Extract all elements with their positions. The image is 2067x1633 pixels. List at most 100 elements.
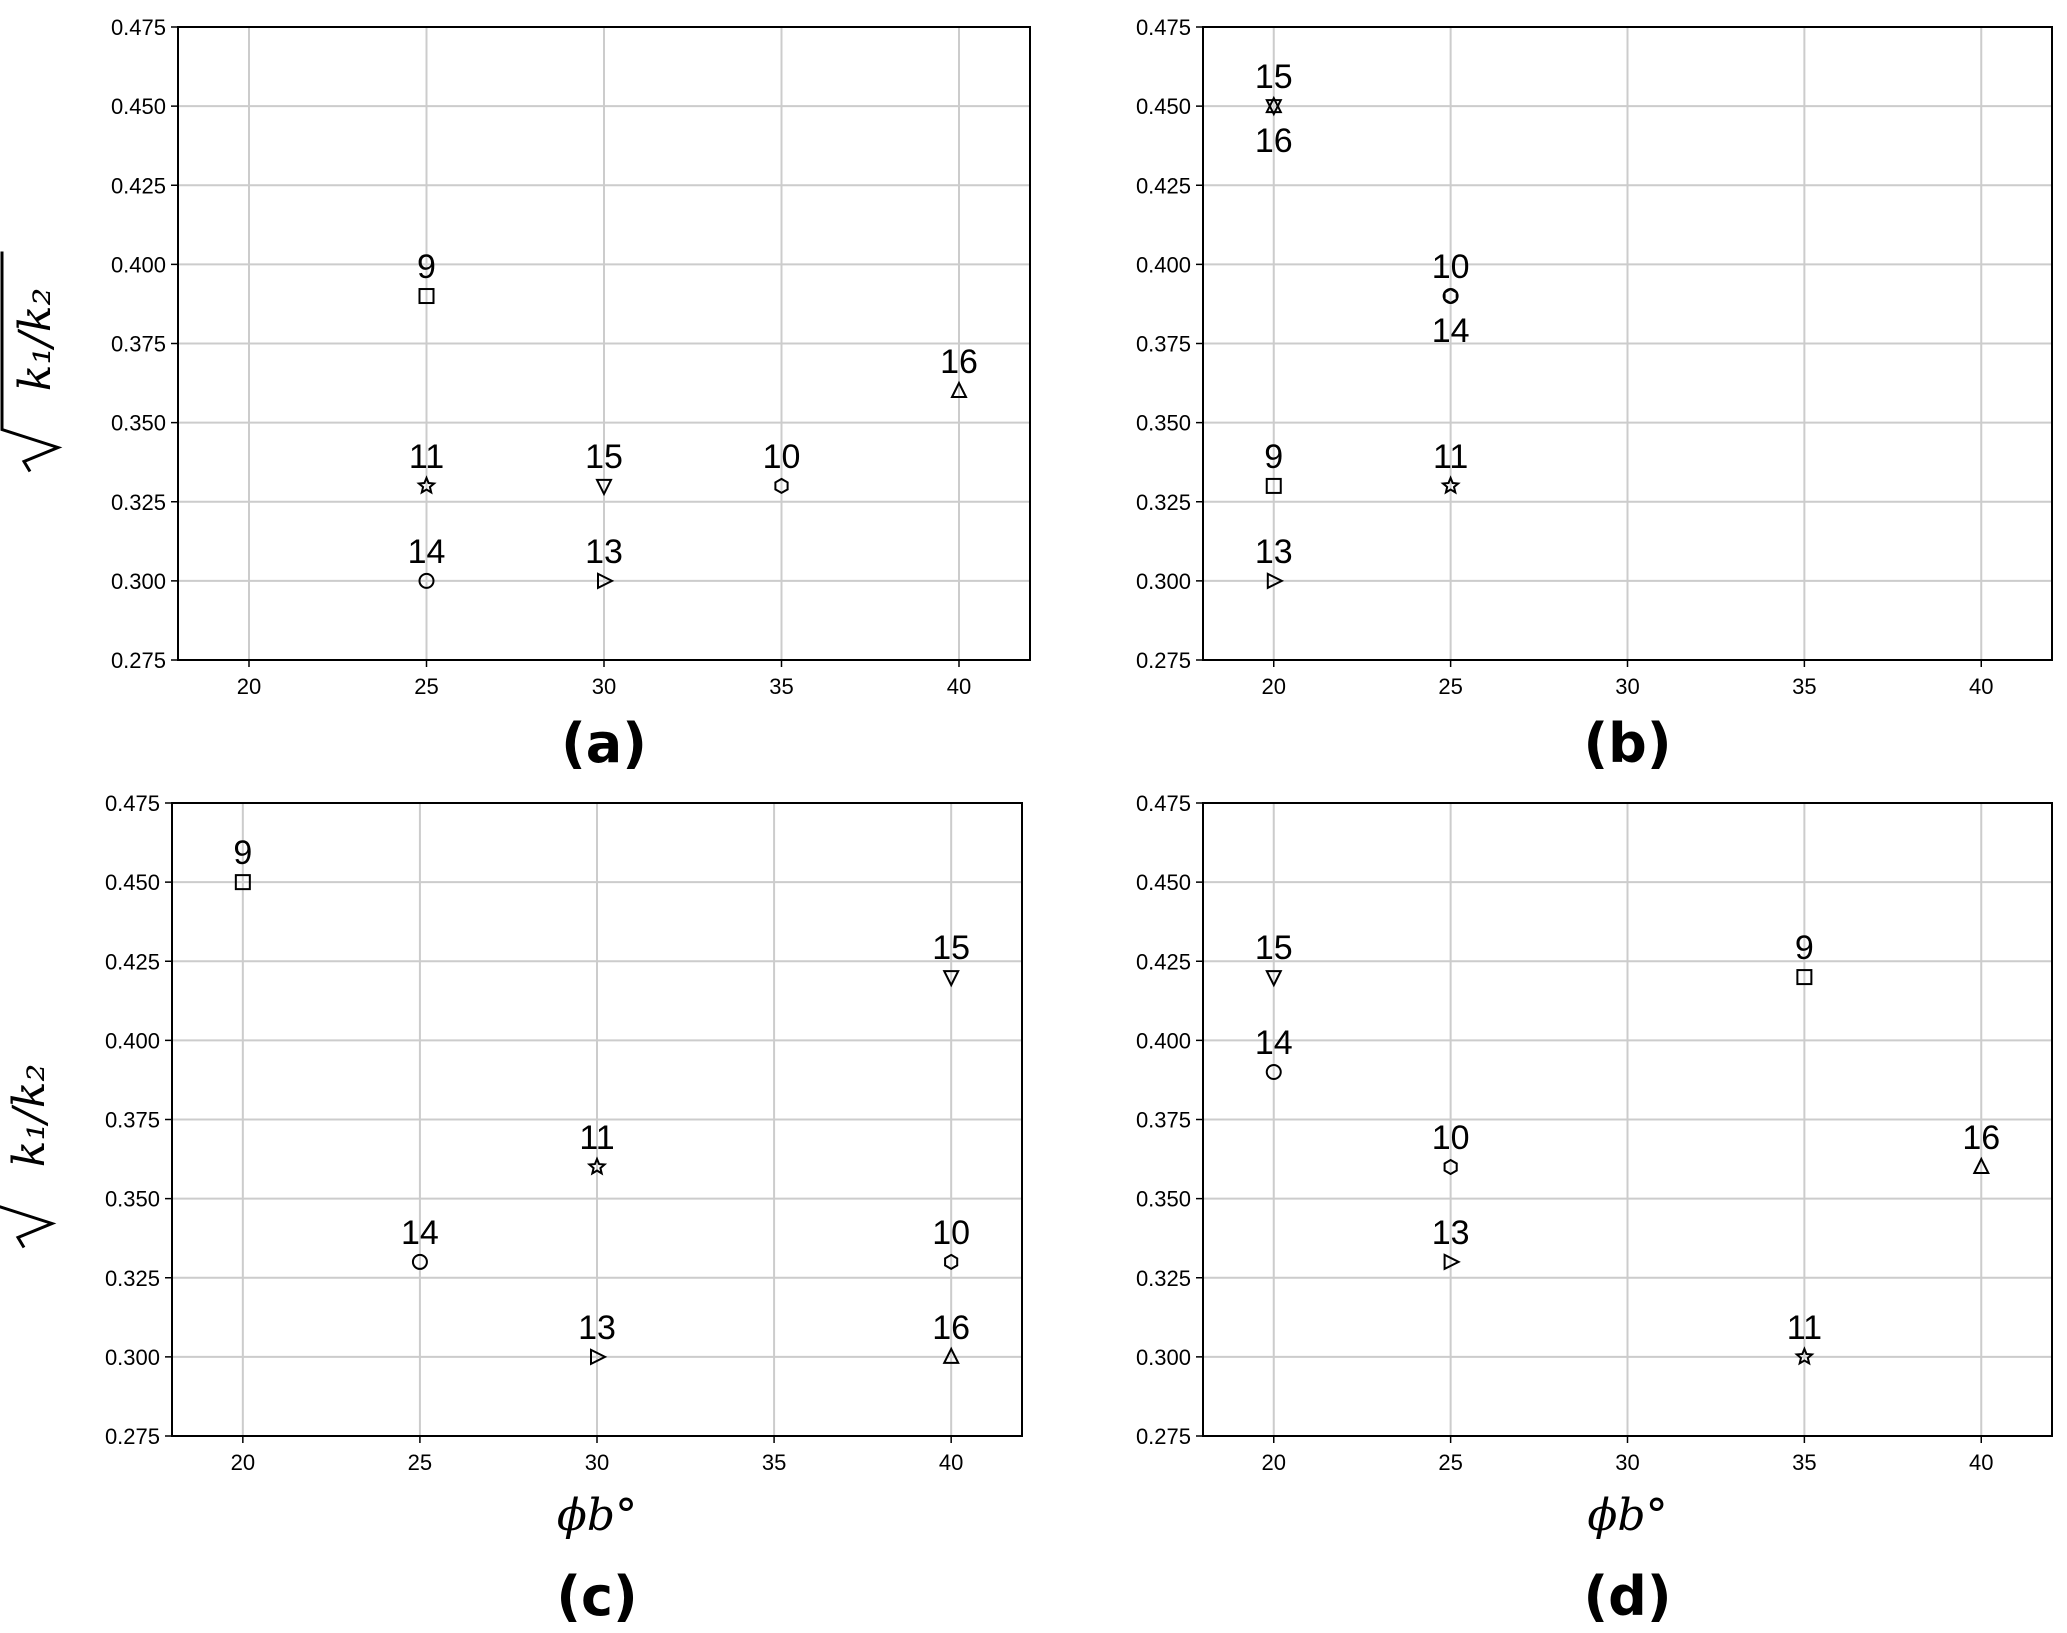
x-axis-label: ϕb° [557,1490,637,1541]
x-tick-label: 25 [408,1450,432,1475]
x-tick-label: 35 [769,674,793,699]
point-11-star-marker [1794,1346,1815,1366]
point-label-15: 15 [932,929,970,967]
point-label-14: 14 [1432,312,1470,350]
point-label-11: 11 [579,1119,614,1157]
y-tick-label: 0.475 [111,15,166,40]
y-tick-label: 0.300 [1136,1345,1191,1370]
point-9-square-marker [1265,477,1282,494]
panel-d: 20 25 30 35 40 0.275 0.300 0.325 0.350 0.375 0.400… [1136,791,2053,1628]
point-label-14: 14 [1255,1024,1293,1062]
x-tick-label: 25 [1438,1450,1462,1475]
y-tick-label: 0.275 [111,648,166,673]
plot-frame [177,26,1031,661]
plot-frame [1202,26,2053,661]
y-tick-label: 0.350 [1136,411,1191,436]
point-label-13: 13 [1255,533,1293,571]
x-tick-label: 20 [1262,674,1286,699]
y-tick-label: 0.350 [1136,1187,1191,1212]
point-label-16: 16 [1962,1119,2000,1157]
y-axis-label: k₁/k₂ [0,251,63,473]
panel-label: (b) [1583,712,1671,775]
point-label-13: 13 [585,533,623,571]
y-tick-label: 0.350 [111,411,166,436]
point-11-star-marker [1440,475,1461,495]
point-label-10: 10 [1432,1119,1470,1157]
point-13-triangle-right-marker [590,1348,608,1366]
plot-frame [171,802,1023,1437]
point-10-hexagon-marker [944,1253,959,1271]
point-label-11: 11 [409,438,444,476]
point-9-square-marker [234,874,251,891]
point-13-triangle-right-marker [1443,1253,1461,1271]
point-label-16: 16 [940,343,978,381]
y-tick-label: 0.450 [1136,94,1191,119]
y-tick-label: 0.400 [105,1028,160,1053]
panel-c: 20 25 30 35 40 0.275 0.300 0.325 0.350 0.375 0.400… [0,791,1023,1628]
y-tick-label: 0.325 [111,490,166,515]
y-tick-label: 0.400 [111,252,166,277]
x-tick-label: 25 [1438,674,1462,699]
point-label-15: 15 [1255,58,1293,96]
y-tick-label: 0.275 [1136,1424,1191,1449]
y-axis-label-text: k₁/k₂ [4,1064,55,1167]
point-label-14: 14 [408,533,446,571]
point-label-16: 16 [932,1309,970,1347]
point-11-star-marker [416,475,437,495]
x-tick-label: 40 [1969,1450,1993,1475]
point-label-13: 13 [1432,1214,1470,1252]
x-tick-label: 30 [585,1450,609,1475]
point-label-16: 16 [1255,122,1293,160]
y-tick-label: 0.325 [1136,490,1191,515]
point-label-10: 10 [1432,248,1470,286]
y-tick-label: 0.300 [1136,569,1191,594]
y-tick-label: 0.400 [1136,252,1191,277]
x-tick-label: 30 [592,674,616,699]
y-axis-label: k₁/k₂ [0,1027,57,1249]
point-10-hexagon-marker [1443,1158,1458,1176]
y-axis-label-text: k₁/k₂ [10,288,61,391]
x-tick-label: 35 [1792,1450,1816,1475]
point-14-circle-marker [411,1253,428,1270]
point-13-triangle-right-marker [597,572,615,590]
point-9-square-marker [1796,969,1813,986]
y-tick-label: 0.425 [1136,173,1191,198]
point-label-10: 10 [763,438,801,476]
point-15-triangle-down-marker [595,478,613,497]
point-10-hexagon-marker [774,477,789,495]
x-tick-label: 35 [1792,674,1816,699]
y-tick-label: 0.325 [1136,1266,1191,1291]
point-13-triangle-right-marker [1266,572,1285,590]
y-tick-label: 0.375 [105,1108,160,1133]
point-16-triangle-up-marker [950,380,968,398]
y-tick-label: 0.375 [1136,332,1191,357]
point-label-13: 13 [578,1309,616,1347]
panel-a: 20 25 30 35 40 0.275 0.300 0.325 0.350 0.375 0.400… [0,15,1031,775]
y-tick-label: 0.375 [1136,1108,1191,1133]
panel-label: (a) [561,712,647,775]
y-tick-label: 0.475 [105,791,160,816]
point-label-9: 9 [417,248,436,286]
x-tick-label: 40 [947,674,971,699]
y-tick-label: 0.400 [1136,1028,1191,1053]
point-label-14: 14 [401,1214,439,1252]
x-tick-label: 20 [231,1450,255,1475]
point-11-star-marker [586,1156,608,1176]
y-tick-label: 0.375 [111,332,166,357]
x-tick-label: 40 [939,1450,963,1475]
y-tick-label: 0.425 [105,949,160,974]
panel-label: (c) [556,1565,637,1628]
point-15-triangle-down-marker [1265,970,1283,988]
point-label-10: 10 [932,1214,970,1252]
x-axis-label: ϕb° [1587,1490,1667,1541]
point-9-square-marker [418,288,435,305]
y-tick-label: 0.475 [1136,15,1191,40]
plot-frame [1202,802,2053,1437]
point-14-circle-marker [1265,1064,1282,1081]
point-label-11: 11 [1433,438,1468,476]
sqrt-symbol [0,1027,57,1249]
sqrt-symbol [0,251,63,473]
point-14-circle-marker [418,572,435,589]
y-tick-label: 0.425 [111,173,166,198]
